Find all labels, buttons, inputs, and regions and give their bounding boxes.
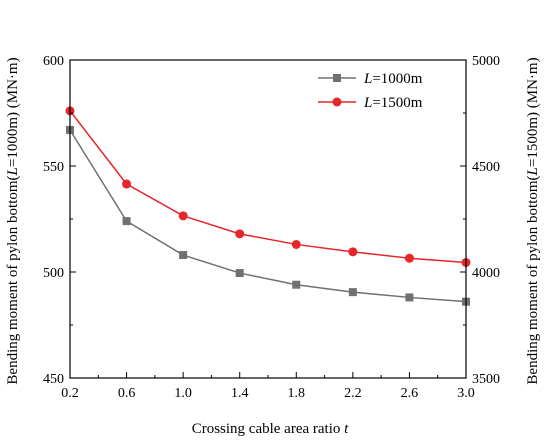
- legend-label-1500m: L=1500m: [363, 95, 423, 111]
- series-line-0: [69, 129, 467, 303]
- data-point-square: [179, 251, 188, 260]
- data-point-circle: [122, 179, 132, 189]
- right-y-tick-label: 3500: [472, 372, 500, 387]
- x-tick-label: 3.0: [457, 386, 475, 401]
- left-y-axis-title: Bending moment of pylon bottom(L=1000m) …: [5, 57, 21, 384]
- x-tick-label: 1.8: [288, 386, 306, 401]
- left-y-tick-label: 500: [43, 266, 64, 281]
- x-tick-label: 2.2: [344, 386, 362, 401]
- data-point-square: [235, 269, 244, 278]
- x-axis-title: Crossing cable area ratio t: [192, 421, 349, 437]
- legend-marker-circle: [332, 97, 342, 107]
- x-tick-label: 0.2: [61, 386, 79, 401]
- legend-marker-square: [333, 74, 341, 82]
- right-y-axis-title: Bending moment of pylon bottom(L=1500m) …: [525, 57, 541, 384]
- data-point-circle: [348, 247, 358, 257]
- data-point-circle: [404, 253, 414, 263]
- left-y-tick-label: 450: [43, 372, 64, 387]
- right-y-tick-label: 4000: [472, 266, 500, 281]
- plot-area: [65, 106, 471, 306]
- series-line-1: [69, 110, 467, 264]
- axes: 0.2 0.6 1.0 1.4 1.8 2.2 2.6 3.0 450 500 550 600 3500…: [43, 54, 500, 401]
- right-y-tick-label: 5000: [472, 54, 500, 69]
- left-y-tick-label: 550: [43, 160, 64, 175]
- data-point-square: [122, 217, 131, 226]
- data-point-circle: [235, 229, 245, 239]
- right-y-tick-label: 4500: [472, 160, 500, 175]
- x-tick-label: 1.4: [231, 386, 249, 401]
- legend-label-1000m: L=1000m: [363, 71, 423, 87]
- data-point-square: [348, 288, 357, 297]
- x-tick-label: 1.0: [174, 386, 192, 401]
- x-tick-label: 2.6: [401, 386, 419, 401]
- data-point-circle: [291, 239, 301, 249]
- data-point-square: [405, 293, 414, 302]
- x-tick-label: 0.6: [118, 386, 136, 401]
- left-y-tick-label: 600: [43, 54, 64, 69]
- data-point-square: [292, 280, 301, 289]
- legend: L=1000m L=1500m: [318, 71, 423, 111]
- data-point-circle: [178, 211, 188, 221]
